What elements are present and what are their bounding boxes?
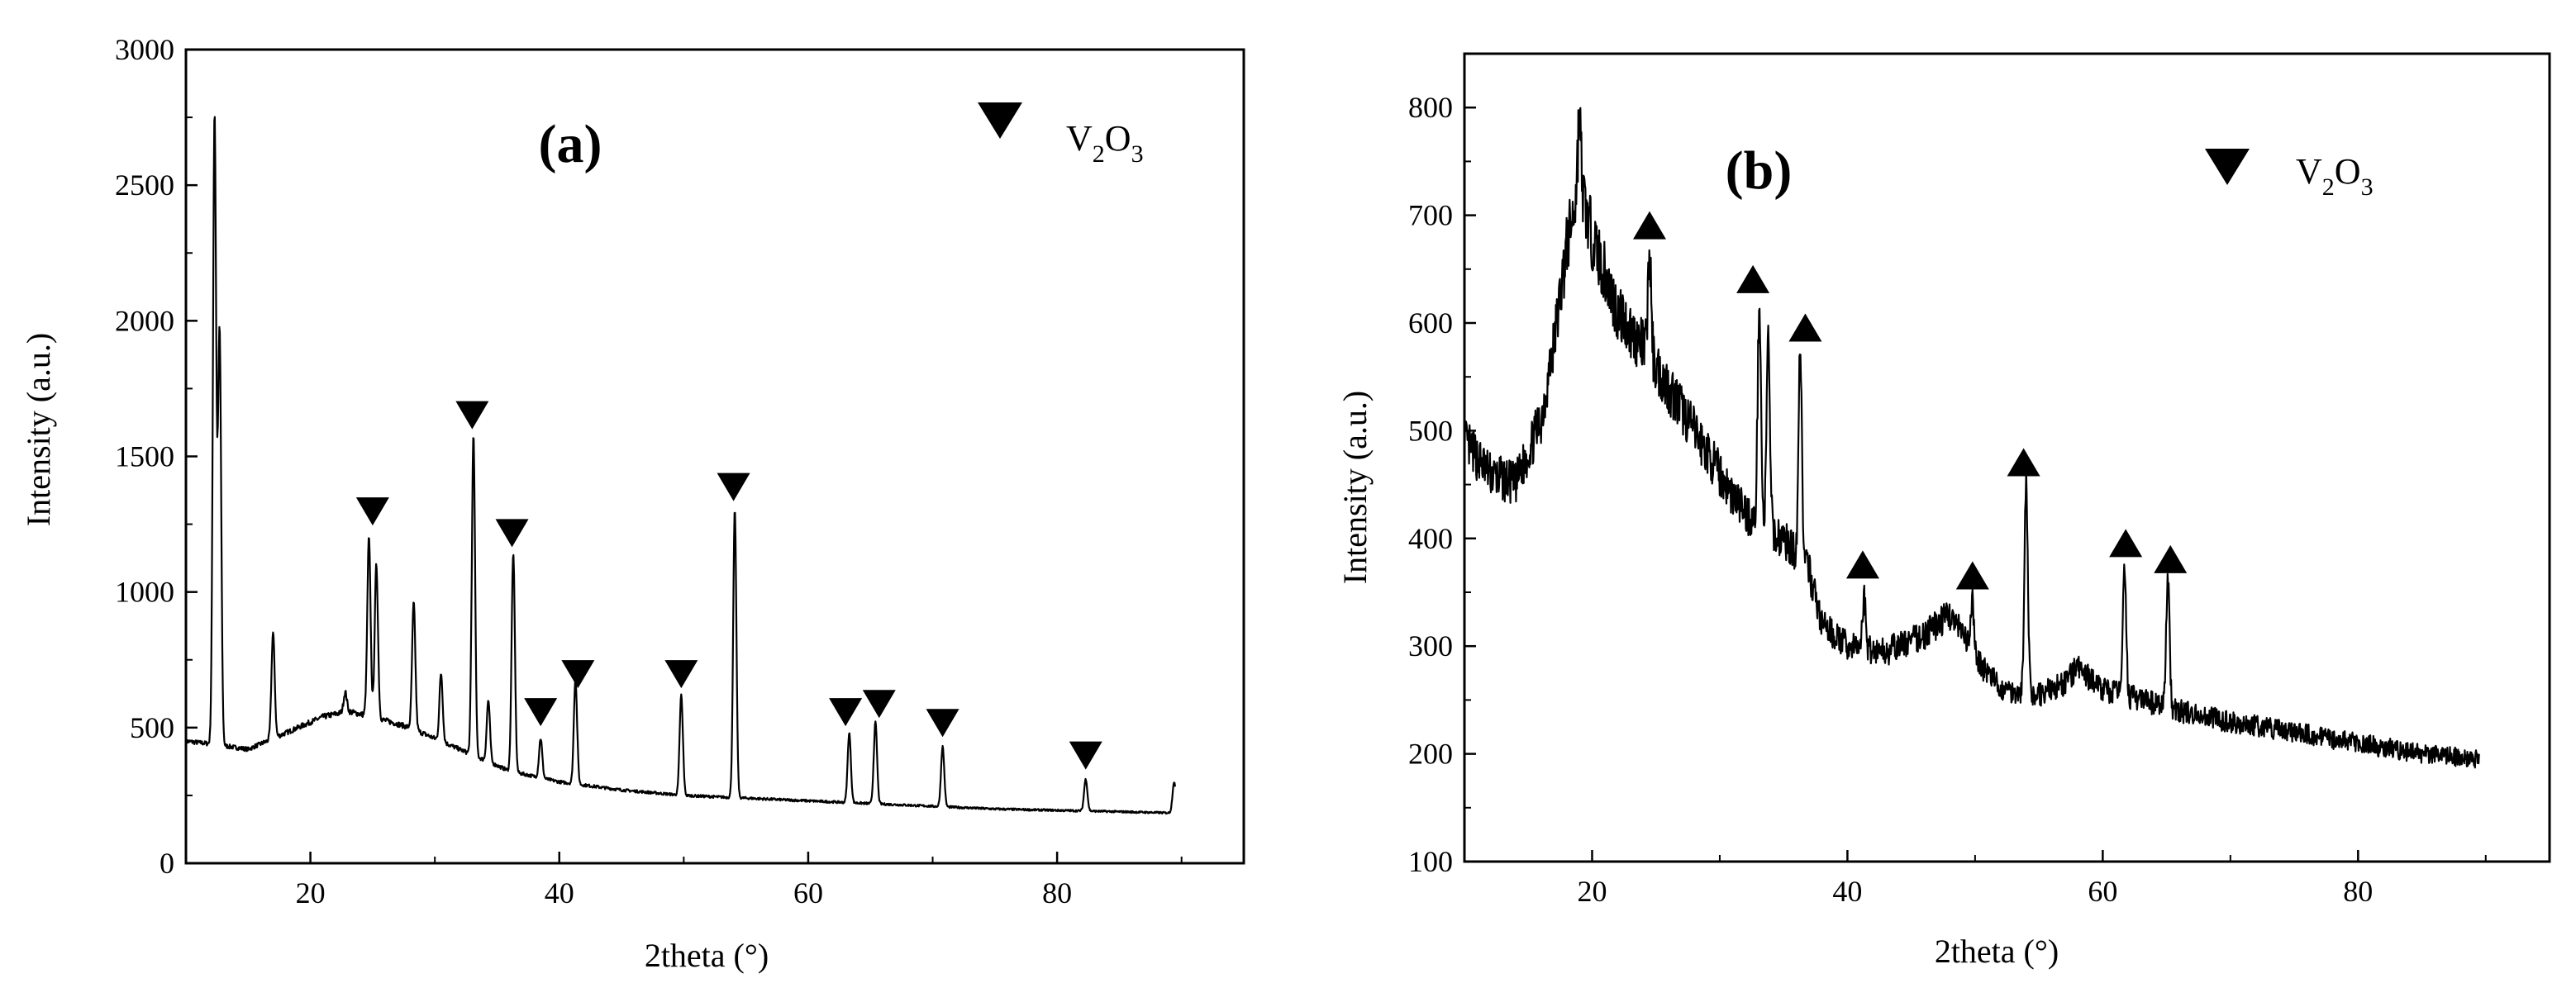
plot-frame-b (1463, 52, 2551, 863)
legend-label-a: V2O3 (1066, 118, 1144, 168)
peak-marker (2007, 448, 2040, 477)
plot-frame-a (184, 48, 1245, 865)
y-tick-label: 0 (160, 847, 174, 880)
x-tick-label: 60 (793, 876, 823, 909)
xrd-trace-b (1463, 107, 2480, 769)
x-axis-label-a: 2theta (°) (645, 937, 769, 974)
x-tick-label: 20 (1577, 875, 1607, 908)
x-tick-label: 40 (545, 876, 574, 909)
y-tick-label: 600 (1408, 306, 1453, 340)
peak-marker (862, 690, 896, 719)
y-tick-label: 700 (1408, 199, 1453, 232)
peak-marker (2154, 544, 2188, 573)
y-axis-label-b-visible: Intensity (a.u.) (1336, 391, 1374, 584)
peak-marker (495, 519, 529, 548)
legend-label-b: V2O3 (2296, 151, 2374, 201)
peak-marker (717, 473, 750, 501)
peak-marker (1069, 741, 1102, 770)
peak-marker (2109, 529, 2143, 558)
chart-panel-b: 20 40 60 80 100 200 300 400 500 600 700 800 (b) V2O… (1336, 52, 2551, 970)
x-tick-label: 80 (2343, 875, 2373, 908)
peak-marker (561, 660, 595, 689)
x-tick-label: 80 (1042, 876, 1072, 909)
peak-marker (455, 401, 489, 430)
xrd-trace-a (184, 116, 1176, 815)
peak-marker (926, 709, 959, 738)
y-tick-label: 100 (1408, 845, 1453, 878)
peak-marker (1845, 550, 1879, 579)
peak-marker (1632, 211, 1666, 240)
y-tick-label: 3000 (115, 33, 174, 66)
peak-marker (355, 497, 389, 526)
y-axis-label-a: Intensity (a.u.) (20, 333, 57, 526)
peak-marker (829, 698, 863, 727)
y-tick-label: 500 (130, 711, 174, 744)
x-tick-label: 60 (2088, 875, 2117, 908)
peak-marker (1736, 264, 1770, 293)
y-tick-label: 2000 (115, 304, 174, 337)
y-tick-label: 1500 (115, 440, 174, 473)
legend-marker-a (978, 102, 1022, 139)
panel-label-a: (a) (539, 114, 602, 174)
peak-marker (664, 660, 698, 689)
y-tick-label: 1000 (115, 576, 174, 609)
x-tick-label: 40 (1832, 875, 1862, 908)
plot-area-b: 20 40 60 80 100 200 300 400 500 600 700 800 (1408, 91, 2487, 908)
peak-marker (524, 698, 558, 727)
y-tick-label: 2500 (115, 169, 174, 202)
plot-area-a: 20 40 60 80 0 500 1000 1500 2000 2500 3000 (115, 33, 1183, 909)
x-axis-label-b: 2theta (°) (1935, 933, 2059, 970)
legend-b: V2O3 (2205, 149, 2374, 201)
y-tick-label: 200 (1408, 738, 1453, 771)
legend-marker-b (2205, 149, 2250, 185)
x-tick-label: 20 (296, 876, 326, 909)
y-tick-label: 400 (1408, 522, 1453, 555)
y-tick-label: 800 (1408, 91, 1453, 124)
peak-marker (1788, 313, 1822, 342)
y-tick-label: 300 (1408, 629, 1453, 662)
peak-marker (1955, 561, 1989, 590)
chart-panel-a: 20 40 60 80 0 500 1000 1500 2000 2500 3000 (a) V2O… (20, 33, 1245, 974)
legend-a: V2O3 (978, 102, 1144, 168)
y-tick-label: 500 (1408, 414, 1453, 447)
panel-label-b: (b) (1726, 140, 1793, 201)
